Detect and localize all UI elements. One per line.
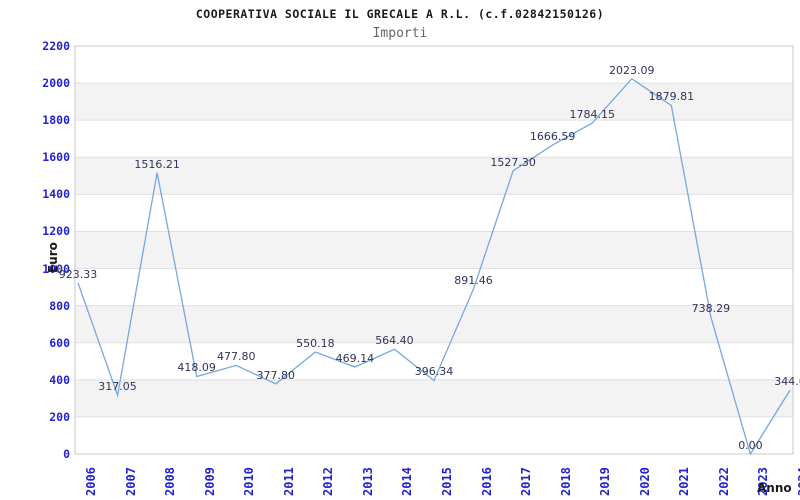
y-tick-label: 1400 [42, 187, 70, 202]
x-tick-label: 2006 [84, 467, 98, 496]
data-point-label: 1784.15 [569, 108, 615, 122]
data-point-label: 1879.81 [648, 90, 695, 104]
data-point-label: 891.46 [454, 273, 493, 287]
data-point-label: 344.6 [774, 375, 800, 389]
x-tick-label: 2021 [677, 467, 692, 496]
x-tick-label: 2016 [479, 467, 494, 496]
y-tick-label: 400 [49, 372, 70, 387]
y-tick-label: 1600 [42, 150, 70, 165]
data-point-label: 923.33 [58, 267, 98, 281]
data-point-label: 317.05 [98, 380, 137, 394]
x-tick-label: 2015 [440, 467, 454, 496]
plot-border [74, 45, 794, 455]
data-point-label: 1527.30 [490, 155, 536, 169]
data-point-label: 477.80 [216, 350, 256, 364]
x-tick-label: 2008 [163, 467, 178, 496]
x-tick-label: 2017 [519, 467, 534, 496]
chart-subtitle: Importi [372, 26, 428, 41]
data-point-label: 2023.09 [609, 63, 655, 77]
y-tick-label: 1200 [42, 224, 70, 239]
y-tick-label: 800 [49, 298, 70, 313]
data-point-label: 564.40 [375, 334, 414, 348]
data-point-label: 1516.21 [134, 157, 180, 171]
data-point-label: 396.34 [414, 365, 454, 379]
x-tick-label: 2020 [637, 467, 652, 496]
x-tick-label: 2022 [716, 467, 731, 496]
data-point-label: 738.29 [691, 302, 731, 316]
x-tick-label: 2007 [123, 467, 138, 496]
y-tick-label: 200 [49, 409, 70, 424]
grid-band [75, 157, 793, 195]
x-tick-label: 2010 [242, 467, 257, 496]
x-tick-label: 2009 [202, 467, 217, 496]
y-axis-title: Euro [46, 242, 60, 273]
x-tick-label: 2013 [360, 467, 375, 496]
data-point-label: 0.00 [738, 439, 763, 452]
y-tick-label: 1000 [42, 261, 70, 276]
x-tick-label: 2019 [598, 467, 613, 496]
x-axis-title: Anno [757, 481, 792, 495]
x-tick-label: 2011 [281, 467, 296, 496]
data-point-label: 418.09 [177, 361, 216, 375]
y-tick-label: 600 [49, 335, 70, 350]
x-tick-label: 2018 [558, 467, 573, 496]
y-tick-label: 2200 [42, 39, 70, 53]
data-point-label: 377.80 [256, 368, 296, 382]
data-point-label: 469.14 [335, 351, 375, 365]
data-point-label: 550.18 [296, 336, 335, 350]
data-point-label: 1666.59 [529, 129, 576, 143]
grid-band [75, 305, 793, 343]
y-tick-label: 0 [63, 447, 70, 461]
y-tick-label: 2000 [42, 76, 70, 91]
x-tick-label: 2024 [796, 467, 800, 496]
x-tick-label: 2012 [321, 467, 336, 496]
grid-band [75, 231, 793, 269]
x-tick-label: 2014 [400, 467, 415, 496]
chart-title: COOPERATIVA SOCIALE IL GRECALE A R.L. (c… [195, 7, 605, 21]
grid-band [75, 379, 793, 417]
y-tick-label: 1800 [42, 113, 70, 128]
chart-line [77, 77, 791, 456]
